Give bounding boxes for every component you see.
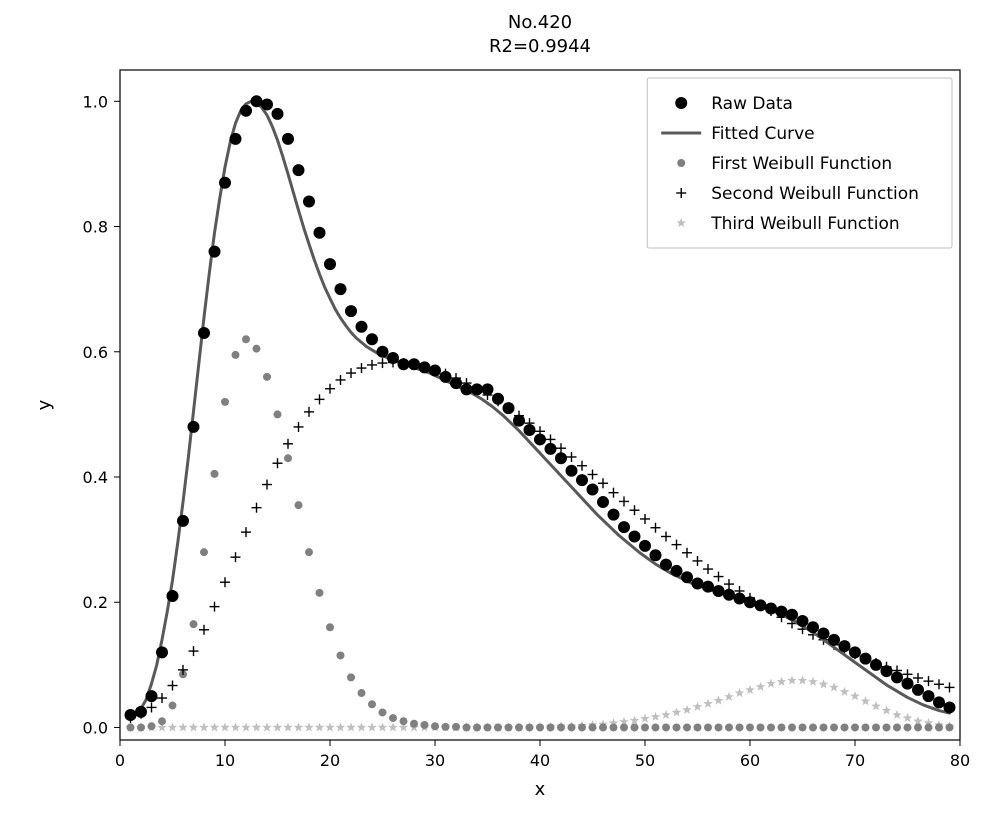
figure-container: No.420 R2=0.9944 0 10 20 30 40 50 60 70 80 0.0 0.2 0.… xyxy=(0,0,1000,820)
chart-title-1: No.420 xyxy=(508,12,572,33)
plot-svg: No.420 R2=0.9944 0 10 20 30 40 50 60 70 80 0.0 0.2 0.… xyxy=(0,0,1000,820)
xtick-label: 10 xyxy=(215,751,235,770)
legend: Raw Data Fitted Curve First Weibull Functi… xyxy=(647,78,952,248)
ytick-label: 1.0 xyxy=(83,92,108,111)
legend-label: Third Weibull Function xyxy=(710,214,900,234)
xtick-label: 0 xyxy=(115,751,125,770)
xtick-label: 50 xyxy=(635,751,655,770)
xtick-label: 60 xyxy=(740,751,760,770)
ytick-label: 0.0 xyxy=(83,718,108,737)
legend-label: First Weibull Function xyxy=(711,154,892,174)
ytick-label: 0.4 xyxy=(83,468,108,487)
xtick-label: 80 xyxy=(950,751,970,770)
xtick-label: 20 xyxy=(320,751,340,770)
y-axis-label: y xyxy=(34,399,55,410)
xtick-label: 40 xyxy=(530,751,550,770)
xtick-label: 30 xyxy=(425,751,445,770)
legend-label: Fitted Curve xyxy=(711,124,814,144)
legend-sample-raw xyxy=(675,97,687,109)
legend-sample-w1 xyxy=(677,159,685,167)
chart-title-2: R2=0.9944 xyxy=(489,36,591,57)
xtick-label: 70 xyxy=(845,751,865,770)
ytick-label: 0.2 xyxy=(83,593,108,612)
legend-label: Raw Data xyxy=(711,94,793,114)
ytick-label: 0.8 xyxy=(83,218,108,237)
ytick-label: 0.6 xyxy=(83,343,108,362)
legend-label: Second Weibull Function xyxy=(711,184,919,204)
x-axis-label: x xyxy=(535,779,546,800)
